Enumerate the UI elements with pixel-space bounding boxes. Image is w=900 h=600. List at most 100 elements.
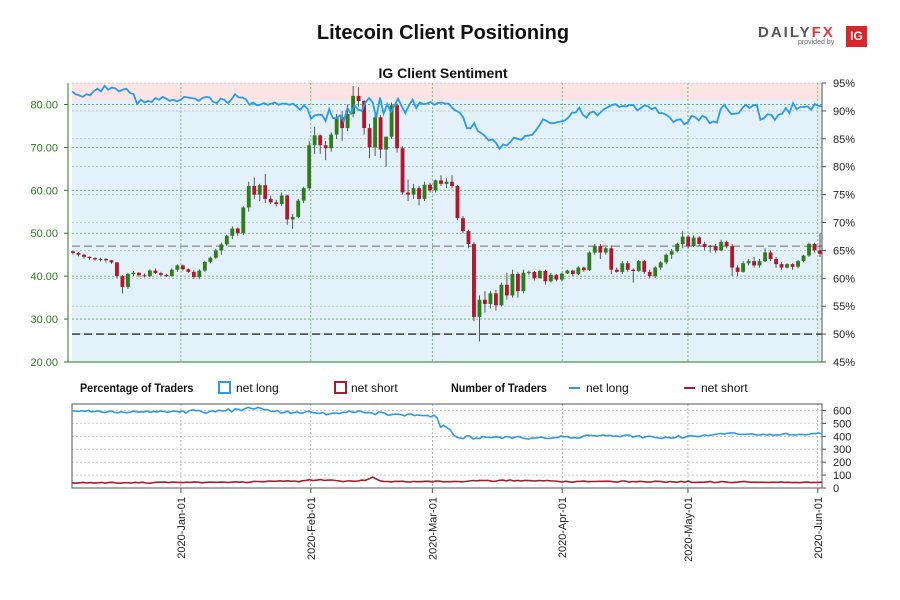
traders-tick-label: 500 xyxy=(833,418,851,430)
candle-body xyxy=(411,188,416,195)
candle-body xyxy=(71,251,75,253)
price-tick-label: 70.00 xyxy=(30,142,58,154)
traders-gridlines xyxy=(72,404,822,489)
candle-body xyxy=(790,264,795,267)
sentiment-tick-label: 80% xyxy=(833,162,855,174)
candle-body xyxy=(400,148,405,193)
traders-tick-label: 200 xyxy=(833,457,851,469)
candle-body xyxy=(131,272,136,275)
sentiment-tick-label: 95% xyxy=(833,78,855,90)
candle-body xyxy=(290,216,295,220)
traders-tick-label: 400 xyxy=(833,431,851,443)
candle-body xyxy=(796,261,800,267)
candle-body xyxy=(444,181,449,184)
traders-frame xyxy=(71,403,823,489)
candle-body xyxy=(598,246,603,253)
candle-body xyxy=(202,261,207,271)
candle-body xyxy=(570,270,575,275)
candle-body xyxy=(406,192,410,195)
candle-body xyxy=(504,284,509,296)
candle-body xyxy=(746,261,751,264)
candle-body xyxy=(554,274,559,280)
chart-subtitle: IG Client Sentiment xyxy=(378,65,507,81)
candle-body xyxy=(263,185,268,199)
candle-body xyxy=(697,237,702,244)
candle-body xyxy=(422,184,427,199)
candle-body xyxy=(752,261,757,266)
price-tick-label: 30.00 xyxy=(30,314,58,326)
sentiment-tick-label: 50% xyxy=(833,329,855,341)
candle-body xyxy=(109,260,114,263)
legend: Percentage of Traders net long net short… xyxy=(80,381,748,395)
candle-body xyxy=(537,271,542,279)
candle-body xyxy=(675,243,680,252)
candle-body xyxy=(647,271,652,277)
dailyfx-logo: DAILYFX provided by IG xyxy=(756,24,868,48)
price-tick-label: 60.00 xyxy=(30,185,58,197)
candle-body xyxy=(565,270,570,274)
candle-body xyxy=(483,299,487,305)
sentiment-tick-label: 65% xyxy=(833,245,855,257)
candle-body xyxy=(785,264,789,268)
candle-body xyxy=(351,95,356,114)
traders-net-long-line xyxy=(71,406,823,441)
candle-body xyxy=(93,258,97,260)
candle-body xyxy=(472,243,476,317)
candle-body xyxy=(268,198,273,203)
candle-body xyxy=(812,243,817,251)
candle-body xyxy=(636,261,641,272)
candle-body xyxy=(301,188,306,201)
legend-num-title: Number of Traders xyxy=(451,383,547,396)
candle-body xyxy=(274,202,279,205)
candle-body xyxy=(126,274,130,287)
candle-body xyxy=(559,273,564,280)
candle-body xyxy=(257,185,262,195)
candle-body xyxy=(807,243,811,256)
candlesticks xyxy=(71,86,822,342)
candle-body xyxy=(296,200,301,217)
candle-body xyxy=(658,262,663,268)
candle-body xyxy=(609,248,614,270)
reference-lines xyxy=(72,245,822,336)
candle-body xyxy=(153,270,158,274)
sentiment-line xyxy=(71,84,823,151)
candle-body xyxy=(730,246,735,268)
candle-body xyxy=(169,269,174,277)
candle-body xyxy=(367,128,372,148)
traders-lines xyxy=(71,406,823,485)
candle-body xyxy=(691,237,696,247)
candle-body xyxy=(389,105,394,137)
x-tick-label: 2020-Jun-01 xyxy=(813,497,825,559)
candle-body xyxy=(779,264,784,268)
sentiment-tick-label: 55% xyxy=(833,301,855,313)
price-panel: 20.00 30.00 40.00 50.00 60.00 70.00 80.00 45% 5… xyxy=(30,78,855,369)
legend-pct-long-label: net long xyxy=(236,381,279,395)
candle-body xyxy=(307,145,312,189)
candle-body xyxy=(664,254,669,263)
legend-pct-short-label: net short xyxy=(351,381,398,395)
candle-body xyxy=(818,250,822,254)
sentiment-tick-label: 75% xyxy=(833,190,855,202)
candle-body xyxy=(477,299,482,317)
candle-body xyxy=(175,265,180,270)
candle-body xyxy=(669,251,674,255)
net-long-band xyxy=(72,100,822,362)
x-tick-label: 2020-Feb-01 xyxy=(306,497,318,560)
sentiment-tick-label: 60% xyxy=(833,273,855,285)
candle-body xyxy=(76,252,81,255)
candle-body xyxy=(334,117,339,135)
candle-body xyxy=(768,252,773,259)
candle-body xyxy=(461,218,465,232)
candle-body xyxy=(82,254,86,257)
sentiment-axis-ticks: 45% 50% 55% 60% 65% 70% 75% 80% 85% 90% 95% xyxy=(833,78,855,369)
candle-body xyxy=(208,257,213,262)
candle-body xyxy=(702,243,707,247)
candle-body xyxy=(433,180,438,191)
legend-num-short-label: net short xyxy=(701,381,748,395)
price-axis-ticks: 20.00 30.00 40.00 50.00 60.00 70.00 80.00 xyxy=(30,82,826,369)
candle-body xyxy=(587,252,592,271)
candle-body xyxy=(384,136,389,150)
sentiment-tick-label: 45% xyxy=(833,357,855,369)
candle-body xyxy=(164,274,169,277)
